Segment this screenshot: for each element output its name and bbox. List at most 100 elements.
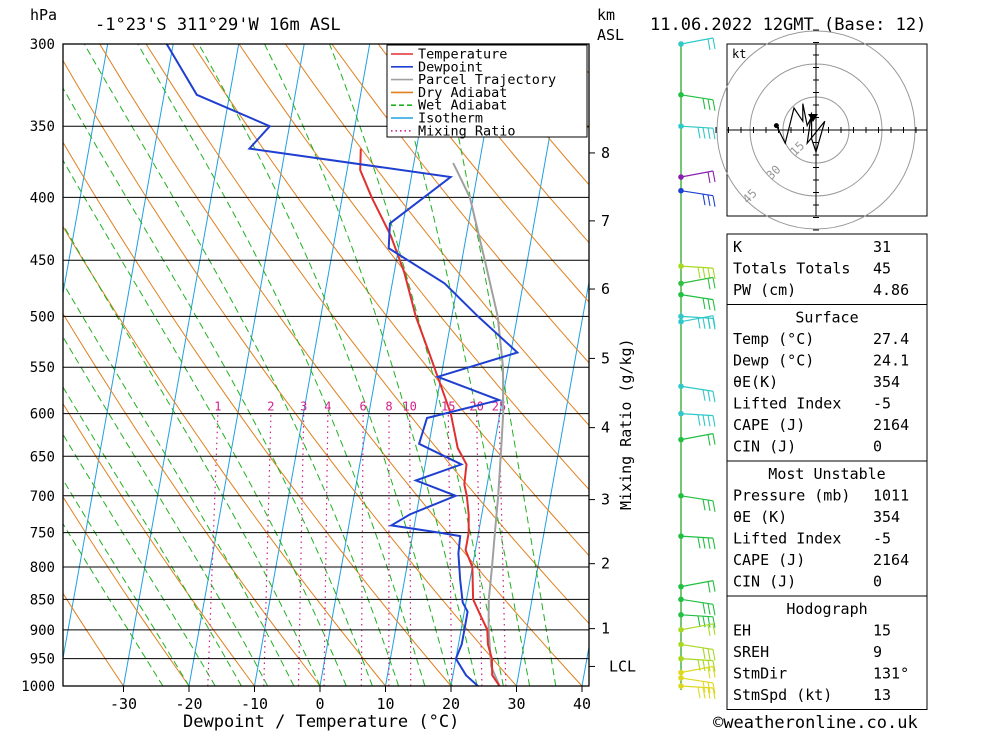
index-value: -5 bbox=[873, 530, 891, 548]
wind-barb-feather bbox=[712, 299, 716, 311]
legend-entry: Temperature bbox=[418, 47, 507, 63]
index-value: 27.4 bbox=[873, 330, 909, 348]
pressure-tick-label: 950 bbox=[30, 652, 55, 668]
index-label: StmSpd (kt) bbox=[733, 686, 832, 704]
wind-barb-feather bbox=[712, 649, 716, 661]
wind-barb-feather bbox=[707, 434, 711, 446]
wind-barb-feather bbox=[707, 537, 711, 549]
index-value: 9 bbox=[873, 643, 882, 661]
wind-barb-feather bbox=[702, 317, 706, 329]
legend-entry: Parcel Trajectory bbox=[418, 72, 556, 88]
wind-barb-feather bbox=[712, 616, 716, 628]
mixing-ratio-label: 1 bbox=[214, 400, 221, 414]
wind-barb-feather bbox=[712, 538, 716, 550]
index-value: 13 bbox=[873, 686, 891, 704]
temperature-tick-label: -30 bbox=[110, 695, 137, 713]
wind-barb-feather bbox=[707, 127, 711, 139]
wind-barb-feather bbox=[712, 660, 716, 672]
wind-barb-feather bbox=[712, 433, 716, 445]
mixing-ratio-label: 3 bbox=[300, 400, 307, 414]
wind-barbs bbox=[678, 37, 716, 700]
wind-barb-feather bbox=[702, 499, 706, 511]
indices-tables: K 31 Totals Totals 45 PW (cm) 4.86 Surface Temp… bbox=[726, 233, 928, 710]
wind-barb-marker bbox=[678, 436, 684, 443]
isotherm-line bbox=[581, 644, 589, 686]
temperature-tick-label: 10 bbox=[376, 695, 394, 713]
legend-entry: Isotherm bbox=[418, 111, 483, 127]
pressure-tick-label: 400 bbox=[30, 190, 55, 206]
pressure-tick-label: 450 bbox=[30, 253, 55, 269]
isotherm-line bbox=[123, 44, 240, 686]
wind-barb-marker bbox=[678, 318, 684, 325]
index-label: Pressure (mb) bbox=[733, 487, 850, 505]
wind-barb-feather bbox=[702, 267, 706, 279]
index-value: 354 bbox=[873, 508, 900, 526]
isotherm-line bbox=[450, 44, 567, 686]
wet-adiabat-line bbox=[198, 44, 452, 686]
height-tick-label: 1 bbox=[601, 620, 610, 638]
index-value: 45 bbox=[873, 260, 891, 278]
wind-barb-feather bbox=[712, 500, 716, 512]
datetime-title: 11.06.2022 12GMT (Base: 12) bbox=[650, 15, 926, 35]
wind-barb-feather bbox=[702, 647, 706, 659]
wind-barb-marker bbox=[678, 92, 684, 98]
wind-barb-shaft bbox=[680, 94, 714, 101]
index-value: 1011 bbox=[873, 487, 909, 505]
mixing-ratio-line bbox=[263, 413, 272, 686]
wind-barb-feather bbox=[702, 389, 706, 401]
index-value: 2164 bbox=[873, 551, 909, 569]
wind-barb-shaft bbox=[680, 658, 714, 662]
height-unit-asl: ASL bbox=[597, 26, 624, 44]
index-label: CAPE (J) bbox=[733, 551, 805, 569]
wind-barb-shaft bbox=[680, 535, 714, 539]
wind-barb-feather bbox=[712, 580, 716, 592]
wind-barb-feather bbox=[707, 390, 711, 402]
index-label: θE(K) bbox=[733, 373, 778, 391]
index-value: 354 bbox=[873, 373, 900, 391]
wind-barb-feather bbox=[697, 537, 701, 549]
wind-barb-feather bbox=[707, 194, 711, 207]
wind-barb-feather bbox=[707, 267, 711, 279]
legend-entry: Dewpoint bbox=[418, 59, 483, 75]
temperature-tick-label: 40 bbox=[573, 695, 591, 713]
index-value: 15 bbox=[873, 622, 891, 640]
wind-barb-feather bbox=[712, 268, 716, 280]
wind-barb-feather bbox=[712, 666, 716, 678]
wind-barb-feather bbox=[702, 659, 706, 672]
wind-barb-feather bbox=[712, 277, 716, 289]
height-tick-label: 6 bbox=[601, 280, 610, 298]
temperature-tick-label: 20 bbox=[442, 695, 460, 713]
wind-barb-shaft bbox=[680, 413, 714, 417]
wind-barb-feather bbox=[712, 128, 716, 140]
legend-entry: Mixing Ratio bbox=[418, 123, 516, 139]
wind-barb-feather bbox=[712, 623, 716, 635]
wind-barb-feather bbox=[697, 267, 701, 279]
index-value: -5 bbox=[873, 395, 891, 413]
index-table-title: Hodograph bbox=[786, 600, 867, 618]
index-label: Temp (°C) bbox=[733, 330, 814, 348]
wet-adiabat-line bbox=[438, 44, 557, 686]
wind-barb-feather bbox=[697, 414, 701, 426]
temperature-tick-label: 0 bbox=[315, 695, 324, 713]
wet-adiabat-line bbox=[63, 522, 164, 686]
wind-barb-feather bbox=[712, 682, 716, 695]
storm-motion-marker bbox=[808, 114, 818, 122]
index-value: 131° bbox=[873, 665, 909, 683]
wind-barb-shaft bbox=[680, 643, 714, 651]
index-label: K bbox=[733, 238, 742, 256]
mixing-ratio-label: 10 bbox=[402, 400, 416, 414]
pressure-tick-label: 600 bbox=[30, 407, 55, 423]
wind-barb-feather bbox=[707, 298, 711, 310]
legend-entry: Dry Adiabat bbox=[418, 85, 507, 101]
wind-barb-feather bbox=[707, 38, 711, 51]
index-label: CIN (J) bbox=[733, 438, 796, 456]
wind-barb-feather bbox=[712, 99, 716, 111]
temperature-axis: -30 -20 -10 0 10 20 30 40 bbox=[110, 686, 591, 713]
x-axis-label: Dewpoint / Temperature (°C) bbox=[183, 712, 459, 732]
wind-barb-feather bbox=[707, 648, 711, 660]
wind-barb-feather bbox=[707, 603, 711, 615]
pressure-unit-label: hPa bbox=[30, 6, 57, 24]
wind-barb-feather bbox=[712, 604, 716, 616]
